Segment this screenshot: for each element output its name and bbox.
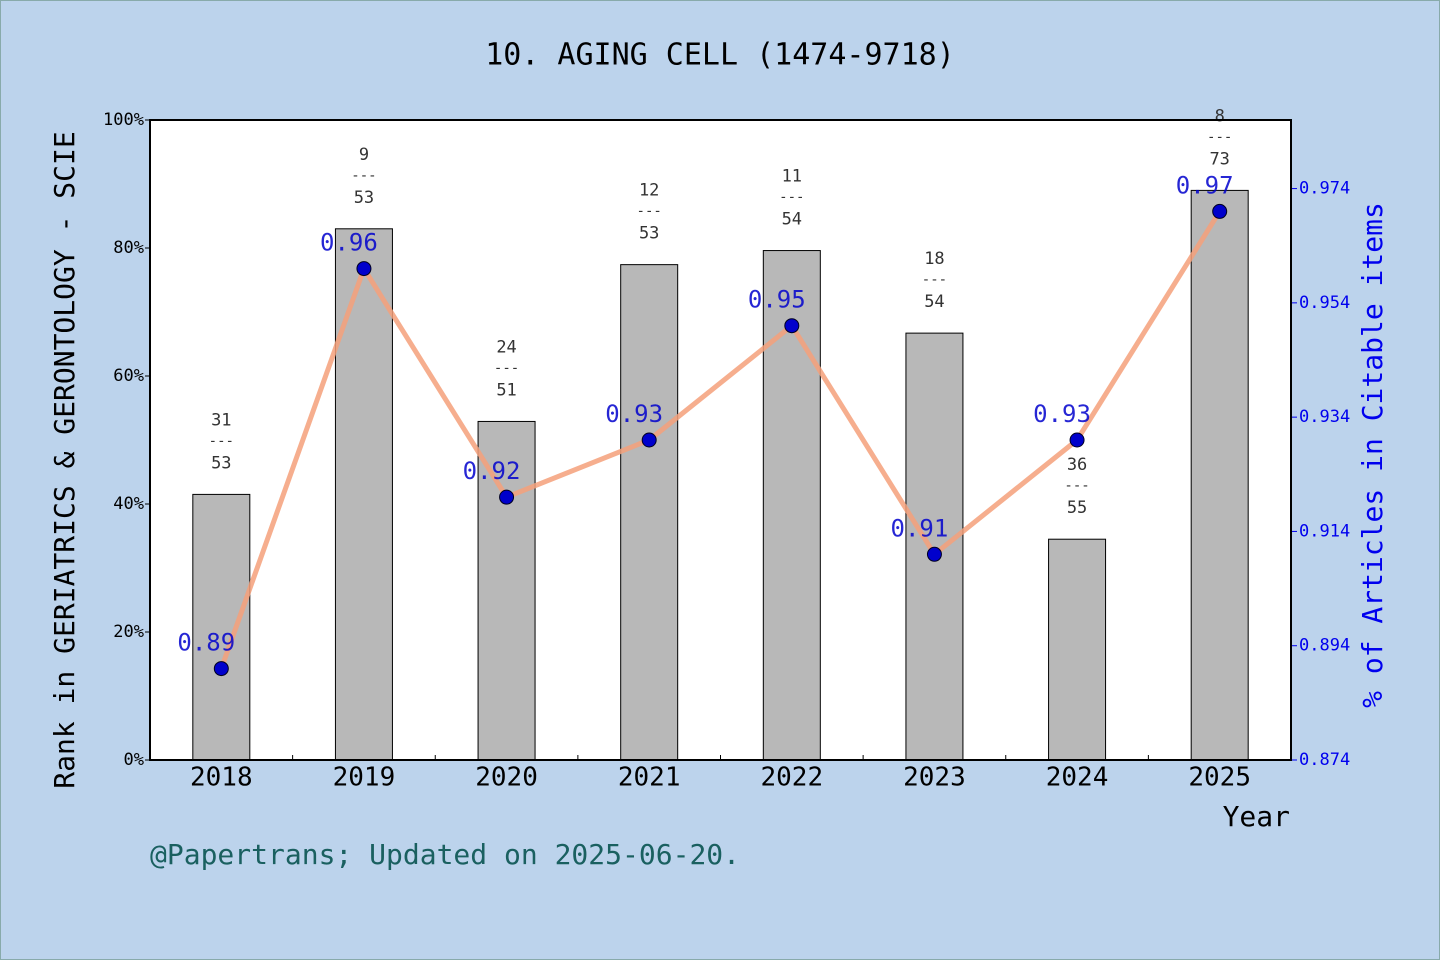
plot-area — [150, 120, 1291, 760]
y2-tick-label: 0.974 — [1299, 179, 1350, 199]
x-tick-label: 2018 — [190, 763, 253, 793]
y2-tick-label: 0.954 — [1299, 293, 1350, 313]
value-label: 0.96 — [320, 229, 378, 257]
value-label: 0.91 — [891, 514, 949, 542]
rank-label: 12 — [639, 181, 659, 201]
value-label: 0.93 — [605, 400, 663, 428]
rank-separator: --- — [779, 190, 804, 206]
bar — [762, 250, 821, 761]
plot-frame — [149, 119, 1292, 761]
marker — [1212, 203, 1228, 219]
rank-separator: --- — [922, 272, 947, 288]
y-axis-label: Rank in GERIATRICS & GERONTOLOGY - SCIE — [48, 131, 81, 788]
x-tick-label: 2022 — [761, 763, 824, 793]
rank-separator: --- — [1207, 129, 1232, 145]
x-axis-label: Year — [1223, 800, 1290, 833]
total-label: 53 — [354, 188, 374, 208]
bar — [477, 420, 536, 761]
y-tick-label: 80% — [113, 238, 144, 258]
marker — [213, 661, 229, 677]
total-label: 53 — [639, 224, 659, 244]
y-tick-label: 20% — [113, 622, 144, 642]
value-label: 0.92 — [463, 457, 521, 485]
y2-tick-label: 0.914 — [1299, 521, 1350, 541]
y2-tick-label: 0.874 — [1299, 750, 1350, 770]
marker — [499, 489, 515, 505]
rank-separator: --- — [494, 360, 519, 376]
bar — [1048, 538, 1107, 761]
marker — [1069, 432, 1085, 448]
total-label: 53 — [211, 453, 231, 473]
x-tick-label: 2023 — [903, 763, 966, 793]
total-label: 73 — [1209, 149, 1229, 169]
marker — [641, 432, 657, 448]
x-tick-label: 2019 — [333, 763, 396, 793]
y-tick-label: 40% — [113, 494, 144, 514]
value-label: 0.89 — [177, 629, 235, 657]
bar — [1190, 189, 1249, 761]
x-tick-label: 2024 — [1046, 763, 1109, 793]
y2-tick-label: 0.894 — [1299, 636, 1350, 656]
y2-tick-label: 0.934 — [1299, 407, 1350, 427]
rank-separator: --- — [209, 433, 234, 449]
y2-axis-label: % of Articles in Citable items — [1356, 202, 1389, 708]
chart-title: 10. AGING CELL (1474-9718) — [485, 38, 955, 73]
x-tick-label: 2025 — [1188, 763, 1251, 793]
rank-label: 9 — [359, 145, 369, 165]
footnote: @Papertrans; Updated on 2025-06-20. — [150, 838, 740, 871]
y-tick-label: 100% — [103, 110, 144, 130]
line — [218, 210, 1222, 670]
rank-label: 8 — [1215, 106, 1225, 126]
bar — [905, 332, 964, 761]
x-tick-label: 2020 — [475, 763, 538, 793]
y-tick-label: 60% — [113, 366, 144, 386]
marker — [784, 318, 800, 334]
rank-separator: --- — [351, 168, 376, 184]
marker — [926, 546, 942, 562]
rank-label: 31 — [211, 410, 231, 430]
value-label: 0.93 — [1033, 400, 1091, 428]
total-label: 51 — [496, 380, 516, 400]
value-label: 0.95 — [748, 286, 806, 314]
rank-separator: --- — [1064, 478, 1089, 494]
rank-label: 36 — [1067, 455, 1087, 475]
y-tick-label: 0% — [124, 750, 144, 770]
bar — [620, 264, 679, 761]
rank-separator: --- — [637, 204, 662, 220]
total-label: 55 — [1067, 498, 1087, 518]
total-label: 54 — [782, 210, 802, 230]
x-tick-label: 2021 — [618, 763, 681, 793]
total-label: 54 — [924, 292, 944, 312]
rank-label: 18 — [924, 249, 944, 269]
bar — [192, 493, 251, 761]
bar — [334, 228, 393, 761]
rank-label: 11 — [782, 167, 802, 187]
marker — [356, 261, 372, 277]
value-label: 0.97 — [1176, 171, 1234, 199]
rank-label: 24 — [496, 337, 516, 357]
